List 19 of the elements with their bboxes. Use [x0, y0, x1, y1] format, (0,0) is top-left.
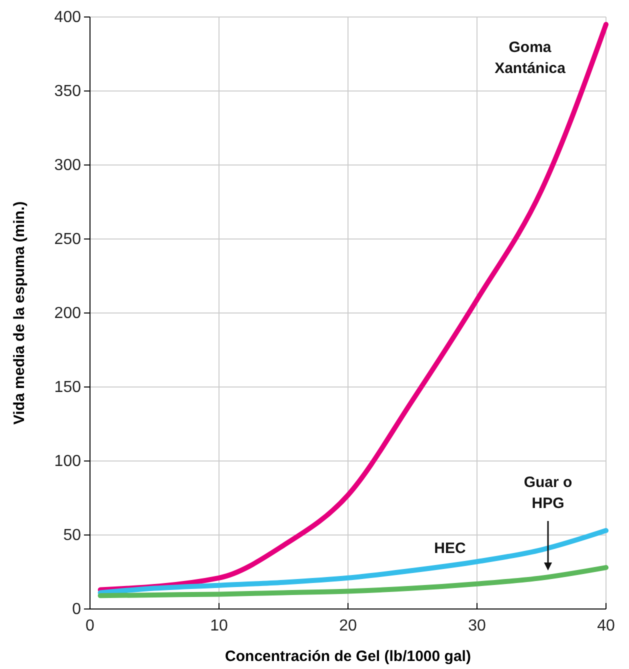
- series-label: HEC: [434, 540, 466, 557]
- y-tick-label: 0: [72, 601, 82, 618]
- x-tick-label: 30: [468, 617, 486, 634]
- y-tick-label: 300: [54, 157, 82, 174]
- x-tick-label: 20: [339, 617, 357, 634]
- y-tick-label: 250: [54, 231, 82, 248]
- y-tick-label: 200: [54, 305, 82, 322]
- x-tick-label: 10: [210, 617, 228, 634]
- series-label: Goma Xantánica: [494, 39, 566, 77]
- y-tick-label: 50: [63, 527, 82, 544]
- x-tick-label: 40: [597, 617, 615, 634]
- y-tick-label: 400: [54, 9, 82, 26]
- y-tick-label: 350: [54, 83, 82, 100]
- y-tick-label: 150: [54, 379, 82, 396]
- text: Guar o HPG: [524, 474, 572, 512]
- x-tick-label: 0: [86, 617, 95, 634]
- y-axis-title: Vida media de la espuma (min.): [11, 201, 28, 425]
- y-tick-label: 100: [54, 453, 82, 470]
- x-axis-title: Concentración de Gel (lb/1000 gal): [225, 648, 471, 665]
